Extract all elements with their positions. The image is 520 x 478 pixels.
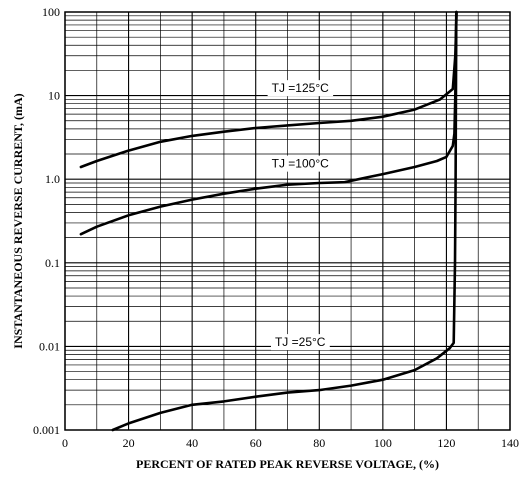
x-tick-label: 0 [62, 436, 68, 450]
series-layer: TJ =125°C TJ =100°C TJ =25°C [79, 10, 458, 432]
y-axis-ticks: 0.001 0.01 0.1 1.0 10 100 [33, 5, 60, 437]
y-tick-label: 100 [42, 5, 60, 19]
y-tick-label: 0.1 [45, 256, 60, 270]
x-tick-label: 140 [501, 436, 519, 450]
series-label: TJ =100°C [272, 157, 329, 171]
series-label: TJ =125°C [272, 81, 329, 95]
y-tick-label: 0.01 [39, 339, 60, 353]
x-tick-label: 40 [186, 436, 198, 450]
x-tick-label: 60 [250, 436, 262, 450]
plot-frame [64, 11, 511, 431]
series-label: TJ =25°C [275, 335, 326, 349]
x-axis-label: PERCENT OF RATED PEAK REVERSE VOLTAGE, (… [136, 457, 439, 471]
x-tick-label: 100 [374, 436, 392, 450]
x-tick-label: 120 [437, 436, 455, 450]
y-axis-label: INSTANTANEOUS REVERSE CURRENT, (mA) [11, 93, 25, 348]
series-line [111, 10, 458, 432]
x-tick-label: 80 [313, 436, 325, 450]
plot-grid [64, 12, 511, 431]
x-tick-label: 20 [123, 436, 135, 450]
y-tick-label: 0.001 [33, 423, 60, 437]
y-tick-label: 10 [48, 89, 60, 103]
y-tick-label: 1.0 [45, 172, 60, 186]
series-label-background [267, 80, 334, 97]
x-axis-ticks: 0 20 40 60 80 100 120 140 [62, 436, 519, 450]
series-line [79, 10, 458, 169]
series-label-background [267, 155, 334, 172]
series-label-background [270, 334, 330, 351]
series-line [79, 10, 458, 236]
